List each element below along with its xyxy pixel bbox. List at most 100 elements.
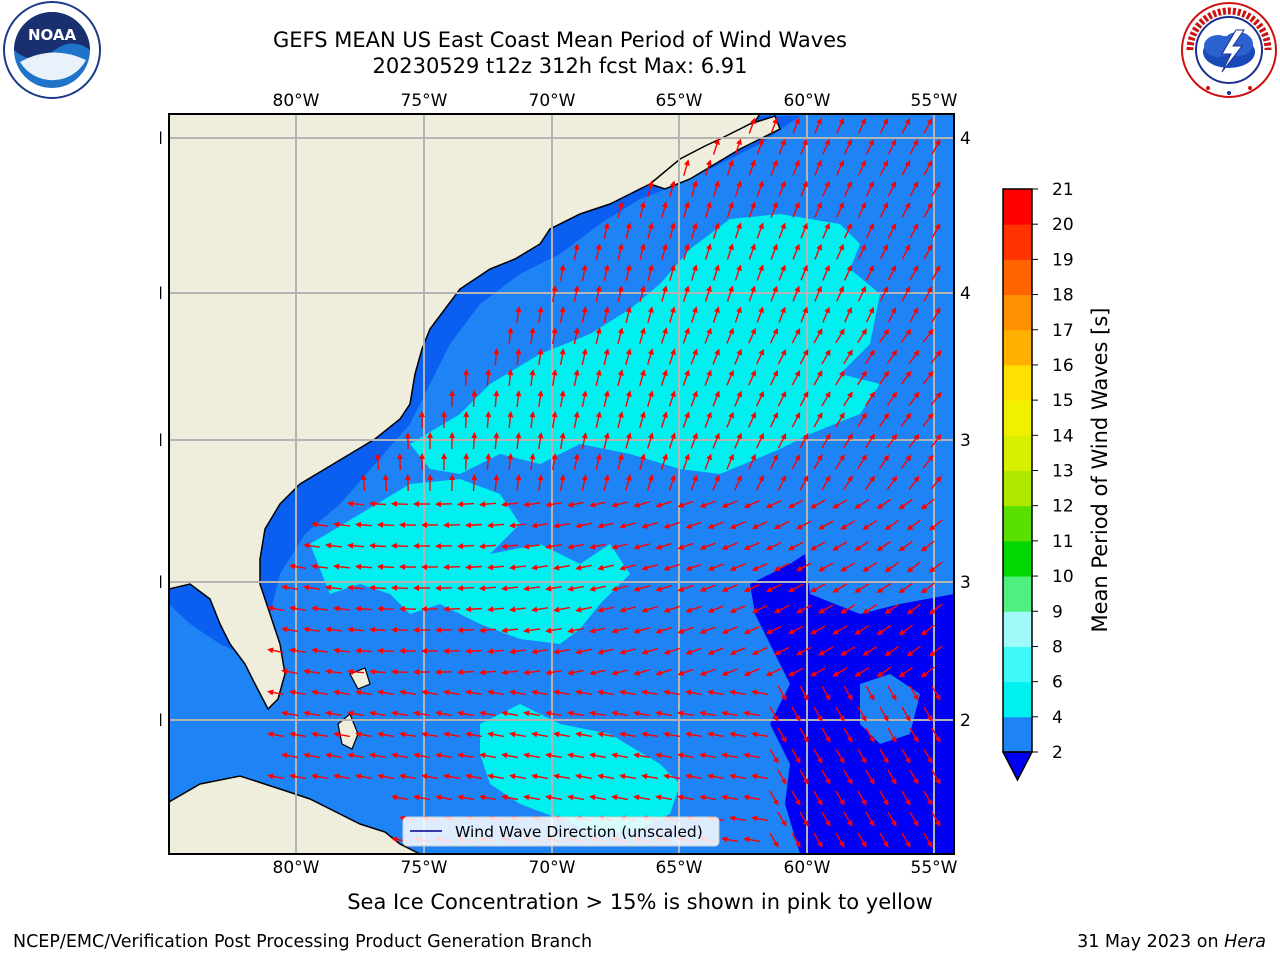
wave-direction-arrow: [879, 243, 889, 260]
wave-direction-arrow: [617, 243, 624, 260]
wave-direction-arrow: [639, 453, 646, 470]
wave-direction-arrow: [404, 432, 411, 450]
wave-direction-arrow: [769, 453, 779, 470]
colorbar-swatch: [1003, 364, 1032, 401]
wave-direction-arrow: [619, 648, 636, 655]
wave-direction-arrow: [382, 474, 389, 492]
wave-direction-arrow: [909, 685, 919, 701]
wave-direction-arrow: [421, 773, 439, 780]
wave-direction-arrow: [857, 832, 867, 848]
wave-direction-arrow: [523, 501, 541, 508]
lat-label-30n-left: 30°N: [160, 573, 163, 593]
map-panel: 80°W 75°W 70°W 65°W 60°W 55°W: [160, 91, 970, 874]
wave-direction-arrow: [537, 474, 544, 492]
colorbar-tick-label: 14: [1052, 426, 1074, 446]
wave-direction-arrow: [751, 646, 768, 655]
wave-direction-arrow: [854, 625, 870, 635]
colorbar-swatch: [1003, 646, 1032, 683]
lon-label-80w-top: 80°W: [273, 91, 320, 111]
wave-direction-arrow: [862, 604, 878, 614]
wave-direction-arrow: [792, 285, 800, 302]
wave-direction-arrow: [769, 748, 779, 764]
wave-direction-arrow: [369, 584, 387, 591]
wave-direction-arrow: [597, 731, 615, 738]
wave-direction-arrow: [661, 285, 668, 302]
wave-direction-arrow: [900, 454, 912, 469]
wave-direction-arrow: [879, 117, 889, 134]
wave-direction-arrow: [769, 790, 779, 806]
wave-direction-arrow: [810, 541, 826, 551]
wave-direction-arrow: [931, 769, 941, 785]
wave-direction-arrow: [573, 369, 580, 386]
wave-direction-arrow: [567, 669, 584, 676]
wave-direction-arrow: [639, 327, 646, 344]
wave-direction-arrow: [655, 710, 673, 717]
wave-direction-arrow: [333, 773, 351, 780]
colorbar-swatch: [1003, 259, 1032, 296]
wave-direction-arrow: [677, 794, 695, 801]
wave-direction-arrow: [281, 626, 298, 633]
wave-direction-arrow: [625, 474, 632, 491]
wave-direction-arrow: [449, 432, 456, 450]
wave-direction-arrow: [507, 327, 514, 345]
wave-direction-arrow: [575, 689, 593, 696]
wave-direction-arrow: [575, 564, 592, 571]
wave-direction-arrow: [878, 454, 890, 470]
wave-direction-arrow: [531, 689, 549, 696]
wave-direction-arrow: [821, 475, 831, 491]
wave-direction-arrow: [523, 752, 541, 759]
wave-direction-arrow: [537, 390, 544, 408]
wave-direction-arrow: [923, 244, 933, 260]
wave-direction-arrow: [691, 264, 698, 281]
wave-direction-arrow: [791, 706, 801, 722]
wave-direction-arrow: [427, 432, 434, 450]
wave-direction-arrow: [545, 501, 563, 508]
wave-direction-arrow: [427, 474, 434, 492]
wave-direction-arrow: [832, 667, 848, 677]
lon-label-60w-top: 60°W: [784, 91, 831, 111]
wave-direction-arrow: [876, 582, 892, 594]
wave-direction-arrow: [857, 748, 867, 764]
wave-direction-arrow: [814, 285, 822, 302]
wave-direction-arrow: [854, 667, 870, 677]
wave-direction-arrow: [391, 710, 409, 717]
wave-direction-arrow: [479, 501, 497, 508]
wave-direction-arrow: [531, 773, 549, 780]
wave-direction-arrow: [355, 563, 373, 570]
wave-direction-arrow: [712, 348, 720, 365]
bottom-longitude-labels: 80°W 75°W 70°W 65°W 60°W 55°W: [273, 858, 958, 874]
wave-direction-arrow: [884, 519, 899, 531]
wave-direction-arrow: [418, 411, 425, 429]
wave-direction-arrow: [721, 500, 738, 508]
wave-direction-arrow: [844, 138, 852, 155]
wave-direction-arrow: [822, 264, 830, 281]
wave-direction-arrow: [567, 710, 585, 717]
wave-direction-arrow: [748, 327, 756, 344]
wave-direction-arrow: [625, 306, 632, 323]
wave-direction-arrow: [901, 790, 911, 806]
wave-direction-arrow: [770, 243, 778, 260]
wave-direction-arrow: [311, 605, 329, 612]
wave-direction-arrow: [617, 411, 624, 428]
wave-direction-arrow: [391, 668, 409, 675]
wave-direction-arrow: [325, 626, 343, 633]
wave-direction-arrow: [551, 453, 558, 471]
lon-label-60w-bottom: 60°W: [784, 858, 831, 874]
wave-direction-arrow: [788, 625, 804, 635]
wave-direction-arrow: [619, 731, 637, 738]
wave-direction-arrow: [857, 370, 867, 386]
wave-direction-arrow: [347, 500, 365, 507]
lon-label-75w-top: 75°W: [401, 91, 448, 111]
wave-direction-arrow: [683, 243, 690, 260]
wave-direction-arrow: [821, 349, 831, 365]
wave-direction-arrow: [581, 432, 588, 449]
wave-direction-arrow: [617, 285, 624, 302]
wave-direction-arrow: [655, 500, 672, 508]
wave-direction-arrow: [545, 627, 563, 634]
wave-direction-arrow: [712, 474, 720, 491]
wave-direction-arrow: [399, 647, 417, 654]
wave-direction-arrow: [682, 411, 690, 428]
wave-direction-arrow: [844, 222, 852, 239]
wave-direction-arrow: [751, 520, 768, 529]
wave-direction-arrow: [573, 411, 580, 428]
